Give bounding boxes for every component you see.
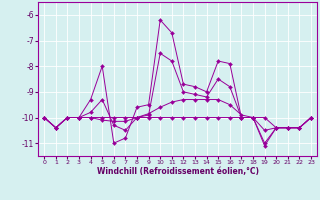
X-axis label: Windchill (Refroidissement éolien,°C): Windchill (Refroidissement éolien,°C) [97,167,259,176]
